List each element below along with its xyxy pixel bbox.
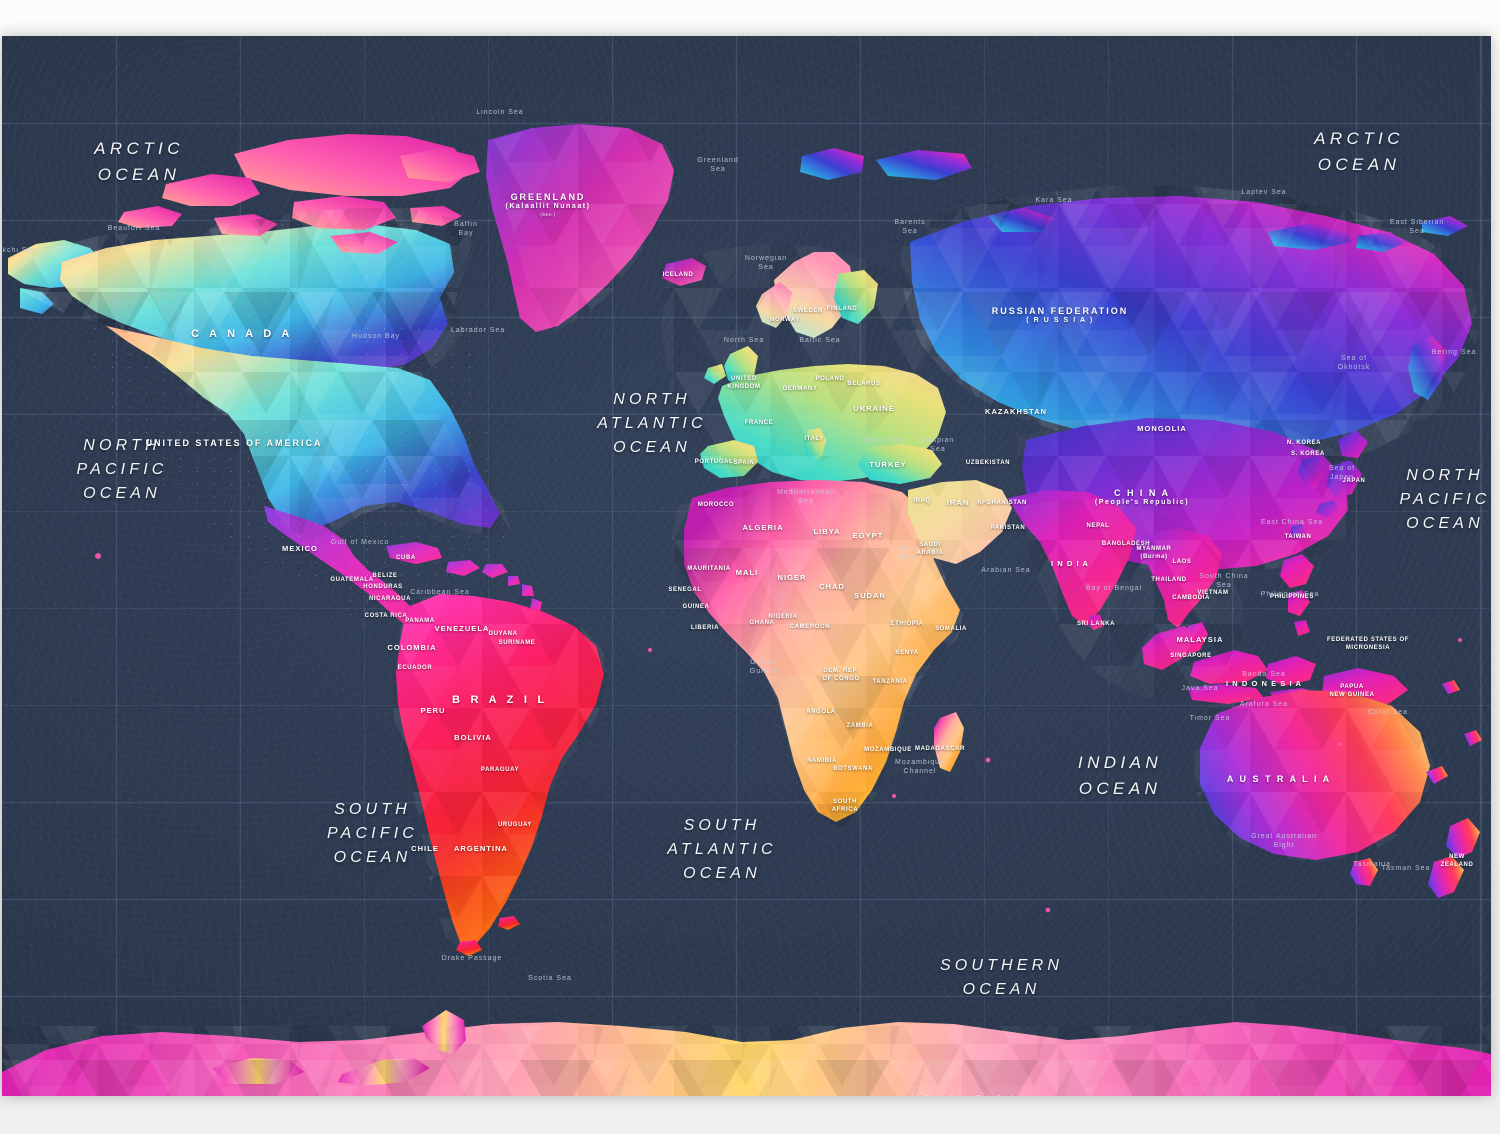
landmass-europe: [662, 244, 946, 484]
landmass-russia: [800, 148, 1480, 470]
world-map: ARCTIC OCEAN ARCTIC OCEAN NORTH PACIFIC …: [2, 36, 1491, 1096]
landmass-oceania: [1194, 680, 1482, 898]
landmass-south-america: [394, 592, 608, 956]
continents-layer: [2, 36, 1491, 1096]
scattered-islands: [95, 553, 1462, 913]
landmass-antarctica: [2, 1010, 1491, 1096]
landmass-north-america: [8, 134, 542, 634]
